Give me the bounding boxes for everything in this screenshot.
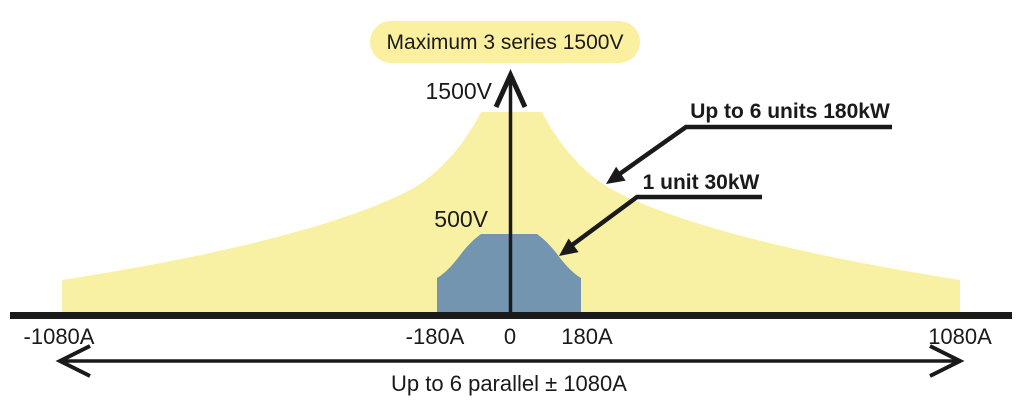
parallel-range-annotation: Up to 6 parallel ± 1080A xyxy=(55,344,965,396)
six-units-annotation: Up to 6 units 180kW xyxy=(606,100,892,184)
y-axis-arrowhead-icon xyxy=(493,68,528,109)
x-tick-label-neg180a: -180A xyxy=(406,324,465,349)
parallel-range-label: Up to 6 parallel ± 1080A xyxy=(391,371,627,396)
one-unit-leader-line xyxy=(562,194,762,253)
six-units-arrowhead-icon xyxy=(606,166,626,184)
axes xyxy=(10,68,1012,319)
six-units-leader-line xyxy=(609,124,892,182)
parallel-range-left-arrowhead-icon xyxy=(55,344,91,378)
x-tick-label-180a: 180A xyxy=(561,324,613,349)
x-tick-label-zero: 0 xyxy=(504,324,516,349)
title-badge-pill xyxy=(370,21,640,63)
y-tick-label-500v: 500V xyxy=(434,206,488,232)
one-unit-arrowhead-icon xyxy=(559,238,579,256)
six-units-annotation-label: Up to 6 units 180kW xyxy=(690,100,890,123)
y-tick-label-1500v: 1500V xyxy=(425,78,492,104)
title-badge-label: Maximum 3 series 1500V xyxy=(387,31,624,54)
parallel-range-right-arrowhead-icon xyxy=(929,344,965,378)
x-tick-label-neg1080a: -1080A xyxy=(24,324,95,349)
title-badge: Maximum 3 series 1500V xyxy=(370,21,640,63)
one-unit-annotation: 1 unit 30kW xyxy=(559,171,762,256)
x-tick-labels: -1080A -180A 0 180A 1080A xyxy=(24,324,993,349)
x-tick-label-1080a: 1080A xyxy=(928,324,992,349)
one-unit-annotation-label: 1 unit 30kW xyxy=(643,171,760,194)
